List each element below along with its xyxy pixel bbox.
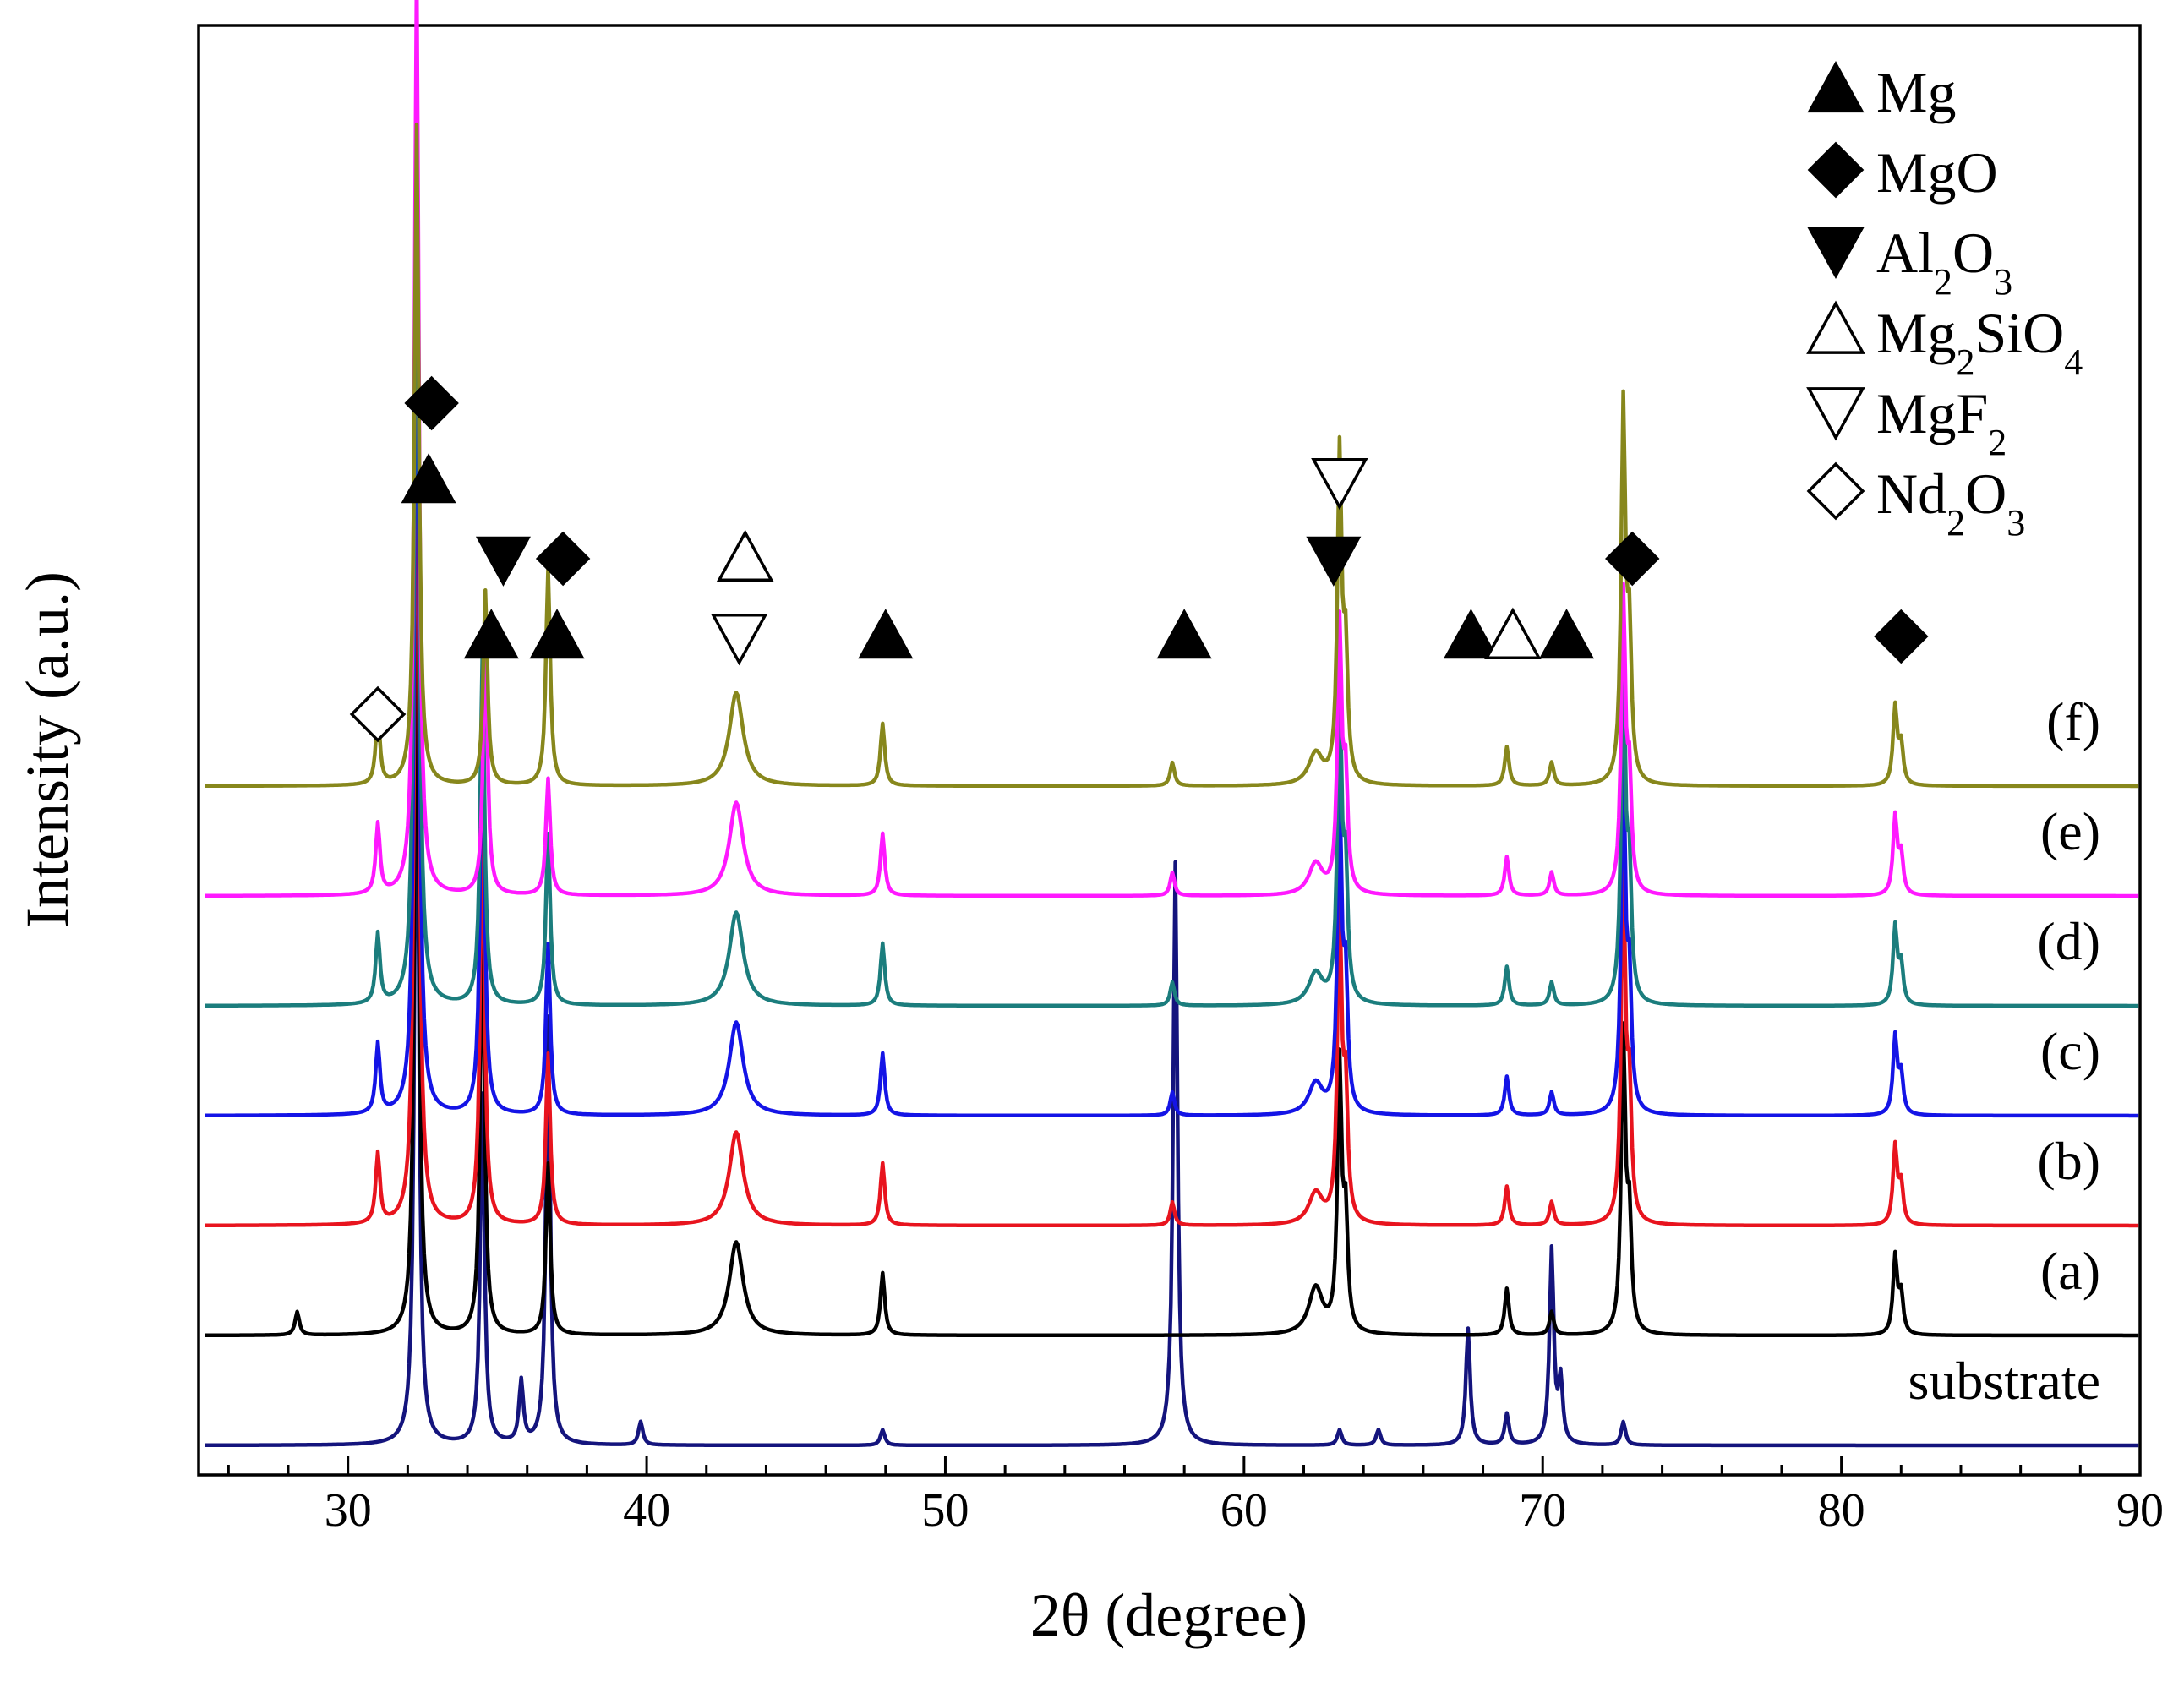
annotation-mgf2-triangle-down-open [710, 614, 768, 666]
legend-label-part: 2 [1934, 261, 1952, 303]
legend-label-part: Al [1876, 221, 1934, 285]
annotation-mg-triangle-up-filled [1156, 609, 1212, 659]
series-group [204, 0, 2139, 1448]
annotation-mg-triangle-up-filled [529, 609, 585, 659]
series-line-e [204, 0, 2139, 898]
annotation-mg2sio4-triangle-up-open [1484, 607, 1542, 659]
x-tick-label: 40 [623, 1484, 670, 1537]
legend-label-mg: Mg [1876, 60, 1956, 124]
legend-label-part: 3 [2007, 502, 2025, 543]
x-tick-label: 80 [1818, 1484, 1865, 1537]
legend-label-mgo: MgO [1876, 140, 1998, 205]
legend-symbol-mgo [1807, 141, 1865, 199]
x-tick-label: 90 [2116, 1484, 2164, 1537]
legend-label-part: O [1965, 462, 2007, 526]
legend-label-nd2o3: Nd2O3 [1876, 462, 2025, 543]
legend-label-part: 3 [1994, 261, 2012, 303]
series-label-f: (f) [2046, 691, 2100, 751]
series-labels: substrate (a) (b) (c) (d) (e) (f) [1908, 691, 2101, 1411]
series-label-substrate: substrate [1908, 1351, 2101, 1411]
legend-symbol-mgf2 [1806, 387, 1865, 441]
annotation-mg-triangle-up-filled [1443, 609, 1499, 659]
legend-label-mgf2: MgF2 [1876, 381, 2007, 463]
series-line-c [204, 179, 2139, 1118]
legend-label-al2o3: Al2O3 [1876, 221, 2012, 303]
plot-frame [197, 24, 2142, 1477]
annotation-mgo-diamond-filled [1605, 531, 1660, 587]
legend-label-part: 2 [1988, 422, 2007, 463]
x-axis-title: 2θ (degree) [1030, 1581, 1308, 1649]
series-line-d [204, 69, 2139, 1008]
annotation-mg-triangle-up-filled [463, 609, 519, 659]
annotation-mg-triangle-up-filled [1539, 609, 1594, 659]
series-line-a [204, 554, 2139, 1338]
annotation-mg2sio4-triangle-up-open [716, 529, 774, 582]
legend-label-part: 2 [1956, 341, 1974, 383]
annotation-mgo-diamond-filled [1874, 609, 1929, 664]
legend-label-part: 2 [1946, 502, 1965, 543]
series-label-b: (b) [2037, 1131, 2100, 1191]
legend-label-part: Mg [1876, 301, 1956, 365]
annotation-al2o3-triangle-down-filled [475, 536, 531, 587]
annotation-mgo-diamond-filled [535, 531, 591, 587]
annotation-nd2o3-diamond-open [349, 685, 407, 743]
legend-label-part: SiO [1974, 301, 2064, 365]
series-line-b [204, 289, 2139, 1228]
series-label-d: (d) [2037, 911, 2100, 971]
x-tick-label: 50 [921, 1484, 969, 1537]
phase-annotations [349, 375, 1929, 743]
legend-symbol-al2o3 [1807, 227, 1865, 279]
series-label-e: (e) [2040, 801, 2100, 861]
legend-label-part: MgF [1876, 381, 1988, 445]
legend-symbol-mg2sio4 [1806, 300, 1865, 354]
legend-label-part: 4 [2064, 341, 2083, 383]
x-tick-label: 70 [1519, 1484, 1566, 1537]
x-tick-label: 60 [1220, 1484, 1268, 1537]
x-axis-ticks: 30 40 50 60 70 80 90 [227, 1456, 2164, 1537]
annotation-mg-triangle-up-filled [401, 453, 456, 504]
legend-label-mg2sio4: Mg2SiO4 [1876, 301, 2083, 383]
y-axis-title: Intensity (a.u.) [14, 571, 81, 928]
series-line-f [204, 122, 2139, 789]
series-label-a: (a) [2040, 1241, 2100, 1301]
annotation-al2o3-triangle-down-filled [1306, 536, 1362, 587]
series-line-substrate [204, 664, 2139, 1448]
legend-symbol-nd2o3 [1806, 462, 1865, 521]
annotation-mg-triangle-up-filled [858, 609, 914, 659]
annotation-mgo-diamond-filled [404, 375, 459, 431]
annotation-mgf2-triangle-down-open [1311, 458, 1368, 511]
series-label-c: (c) [2040, 1021, 2100, 1081]
legend-symbol-mg [1807, 61, 1865, 113]
x-tick-label: 30 [325, 1484, 372, 1537]
legend-label-part: Nd [1876, 462, 1946, 526]
legend-label-part: O [1952, 221, 1994, 285]
